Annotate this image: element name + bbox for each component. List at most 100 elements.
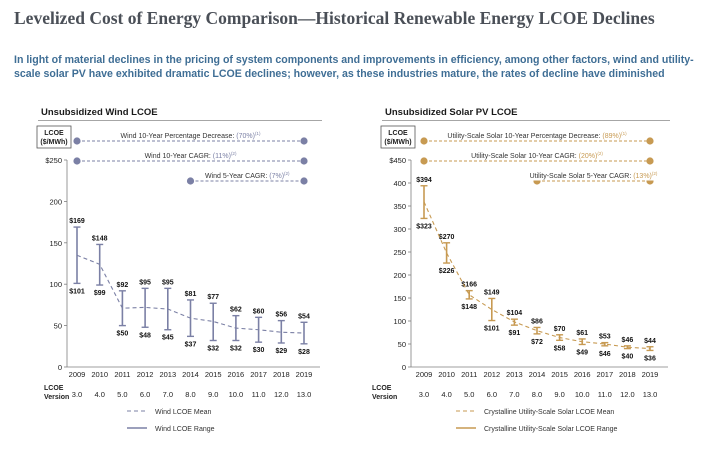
wind-y-tick-label: 200 <box>49 197 62 206</box>
wind-x-tick-label: 2016 <box>228 370 245 379</box>
solar-high-label: $53 <box>599 334 611 341</box>
wind-high-label: $81 <box>185 291 197 298</box>
solar-high-label: $44 <box>644 338 656 345</box>
wind-low-label: $28 <box>298 349 310 356</box>
solar-high-label: $270 <box>439 234 455 241</box>
solar-low-label: $323 <box>416 223 432 230</box>
solar-y-tick-label: 200 <box>393 271 406 280</box>
solar-annotation-text: Utility-Scale Solar 10-Year Percentage D… <box>447 133 602 140</box>
solar-high-label: $70 <box>554 326 566 333</box>
wind-high-label: $169 <box>69 218 85 225</box>
wind-high-label: $92 <box>117 282 129 289</box>
solar-annotation-label: Utility-Scale Solar 10-Year CAGR: (20%)(… <box>471 151 603 160</box>
wind-annotation-text: Wind 5-Year CAGR: <box>205 173 269 180</box>
wind-version-label: 13.0 <box>297 390 312 399</box>
wind-version-label: 9.0 <box>208 390 218 399</box>
wind-version-axis-label: LCOE <box>44 385 64 392</box>
solar-x-tick-label: 2019 <box>642 370 659 379</box>
wind-version-label: 10.0 <box>229 390 244 399</box>
wind-annotation-note: (2) <box>284 171 290 176</box>
wind-legend-range-label: Wind LCOE Range <box>155 426 215 433</box>
solar-annotation-dot <box>646 137 654 145</box>
wind-y-tick-label: 0 <box>58 363 62 372</box>
solar-low-label: $101 <box>484 326 500 333</box>
solar-low-label: $40 <box>622 354 634 361</box>
wind-annotation-label-bg <box>118 130 263 141</box>
wind-annotation-dot <box>300 137 308 145</box>
wind-panel-title: Unsubsidized Wind LCOE <box>41 107 158 118</box>
solar-y-tick-label: 400 <box>393 179 406 188</box>
wind-version-label: 6.0 <box>140 390 150 399</box>
wind-version-axis-label: Version <box>44 394 69 401</box>
solar-y-tick-label: 150 <box>393 294 406 303</box>
wind-low-label: $45 <box>162 335 174 342</box>
solar-low-label: $91 <box>509 330 521 337</box>
solar-annotation-text: Utility-Scale Solar 10-Year CAGR: <box>471 153 579 160</box>
solar-annotation-text: Utility-Scale Solar 5-Year CAGR: <box>530 173 634 180</box>
solar-version-axis-label: Version <box>372 394 397 401</box>
wind-x-tick-label: 2011 <box>114 370 130 379</box>
solar-annotation-label-bg <box>469 150 606 161</box>
solar-low-label: $36 <box>644 355 656 362</box>
solar-version-label: 3.0 <box>419 390 429 399</box>
wind-version-label: 4.0 <box>94 390 104 399</box>
wind-annotation-note: (1) <box>255 131 261 136</box>
solar-x-tick-label: 2017 <box>596 370 613 379</box>
wind-annotation-value: (7%) <box>269 173 284 180</box>
solar-x-tick-label: 2009 <box>416 370 433 379</box>
wind-high-label: $148 <box>92 235 108 242</box>
solar-high-label: $61 <box>576 330 588 337</box>
wind-x-tick-label: 2010 <box>91 370 108 379</box>
solar-low-label: $148 <box>461 304 477 311</box>
page-subtitle: In light of material declines in the pri… <box>14 54 694 80</box>
solar-ylabel: LCOE <box>388 130 408 137</box>
solar-version-label: 9.0 <box>554 390 564 399</box>
page-title: Levelized Cost of Energy Comparison—Hist… <box>14 8 655 28</box>
solar-x-tick-label: 2011 <box>461 370 477 379</box>
solar-x-tick-label: 2014 <box>529 370 546 379</box>
solar-y-tick-label: 300 <box>393 225 406 234</box>
wind-annotation-label-bg <box>202 170 293 181</box>
wind-annotation-value: (70%) <box>236 133 255 140</box>
wind-annotation-dot <box>300 157 308 165</box>
solar-legend-range-label: Crystalline Utility-Scale Solar LCOE Ran… <box>484 426 618 433</box>
solar-y-tick-label: 250 <box>393 248 406 257</box>
wind-annotation-dot <box>186 177 195 185</box>
wind-annotation-label: Wind 10-Year Percentage Decrease: (70%)(… <box>121 131 261 140</box>
solar-annotation-value: (13%) <box>633 173 652 180</box>
wind-low-label: $32 <box>230 346 242 353</box>
solar-annotation-label: Utility-Scale Solar 5-Year CAGR: (13%)(2… <box>530 171 658 180</box>
wind-x-tick-label: 2014 <box>182 370 199 379</box>
solar-y-tick-label: 350 <box>393 202 406 211</box>
wind-annotation-dot <box>73 157 81 165</box>
solar-y-tick-label: 0 <box>402 363 406 372</box>
wind-high-label: $95 <box>139 279 151 286</box>
wind-x-tick-label: 2017 <box>250 370 267 379</box>
wind-version-label: 8.0 <box>185 390 195 399</box>
wind-y-tick-label: 150 <box>49 239 62 248</box>
wind-annotation-dot <box>73 137 81 145</box>
wind-x-tick-label: 2018 <box>273 370 290 379</box>
wind-low-label: $99 <box>94 290 106 297</box>
wind-legend-mean-label: Wind LCOE Mean <box>155 409 212 416</box>
solar-high-label: $104 <box>507 310 523 317</box>
solar-x-tick-label: 2013 <box>506 370 523 379</box>
wind-annotation-note: (2) <box>231 151 237 156</box>
wind-low-label: $30 <box>253 347 265 354</box>
solar-y-tick-label: 50 <box>398 340 406 349</box>
wind-x-tick-label: 2012 <box>137 370 154 379</box>
solar-x-tick-label: 2015 <box>551 370 568 379</box>
wind-y-tick-label: 100 <box>49 280 62 289</box>
solar-version-axis-label: LCOE <box>372 385 392 392</box>
wind-high-label: $56 <box>275 312 287 319</box>
wind-low-label: $48 <box>139 332 151 339</box>
solar-high-label: $149 <box>484 289 500 296</box>
solar-y-tick-label: 100 <box>393 317 406 326</box>
solar-y-tick-label: $450 <box>389 156 406 165</box>
wind-x-tick-label: 2009 <box>69 370 86 379</box>
solar-high-label: $394 <box>416 177 432 184</box>
wind-version-label: 7.0 <box>163 390 173 399</box>
wind-ylabel: ($/MWh) <box>40 139 67 146</box>
wind-version-label: 5.0 <box>117 390 127 399</box>
